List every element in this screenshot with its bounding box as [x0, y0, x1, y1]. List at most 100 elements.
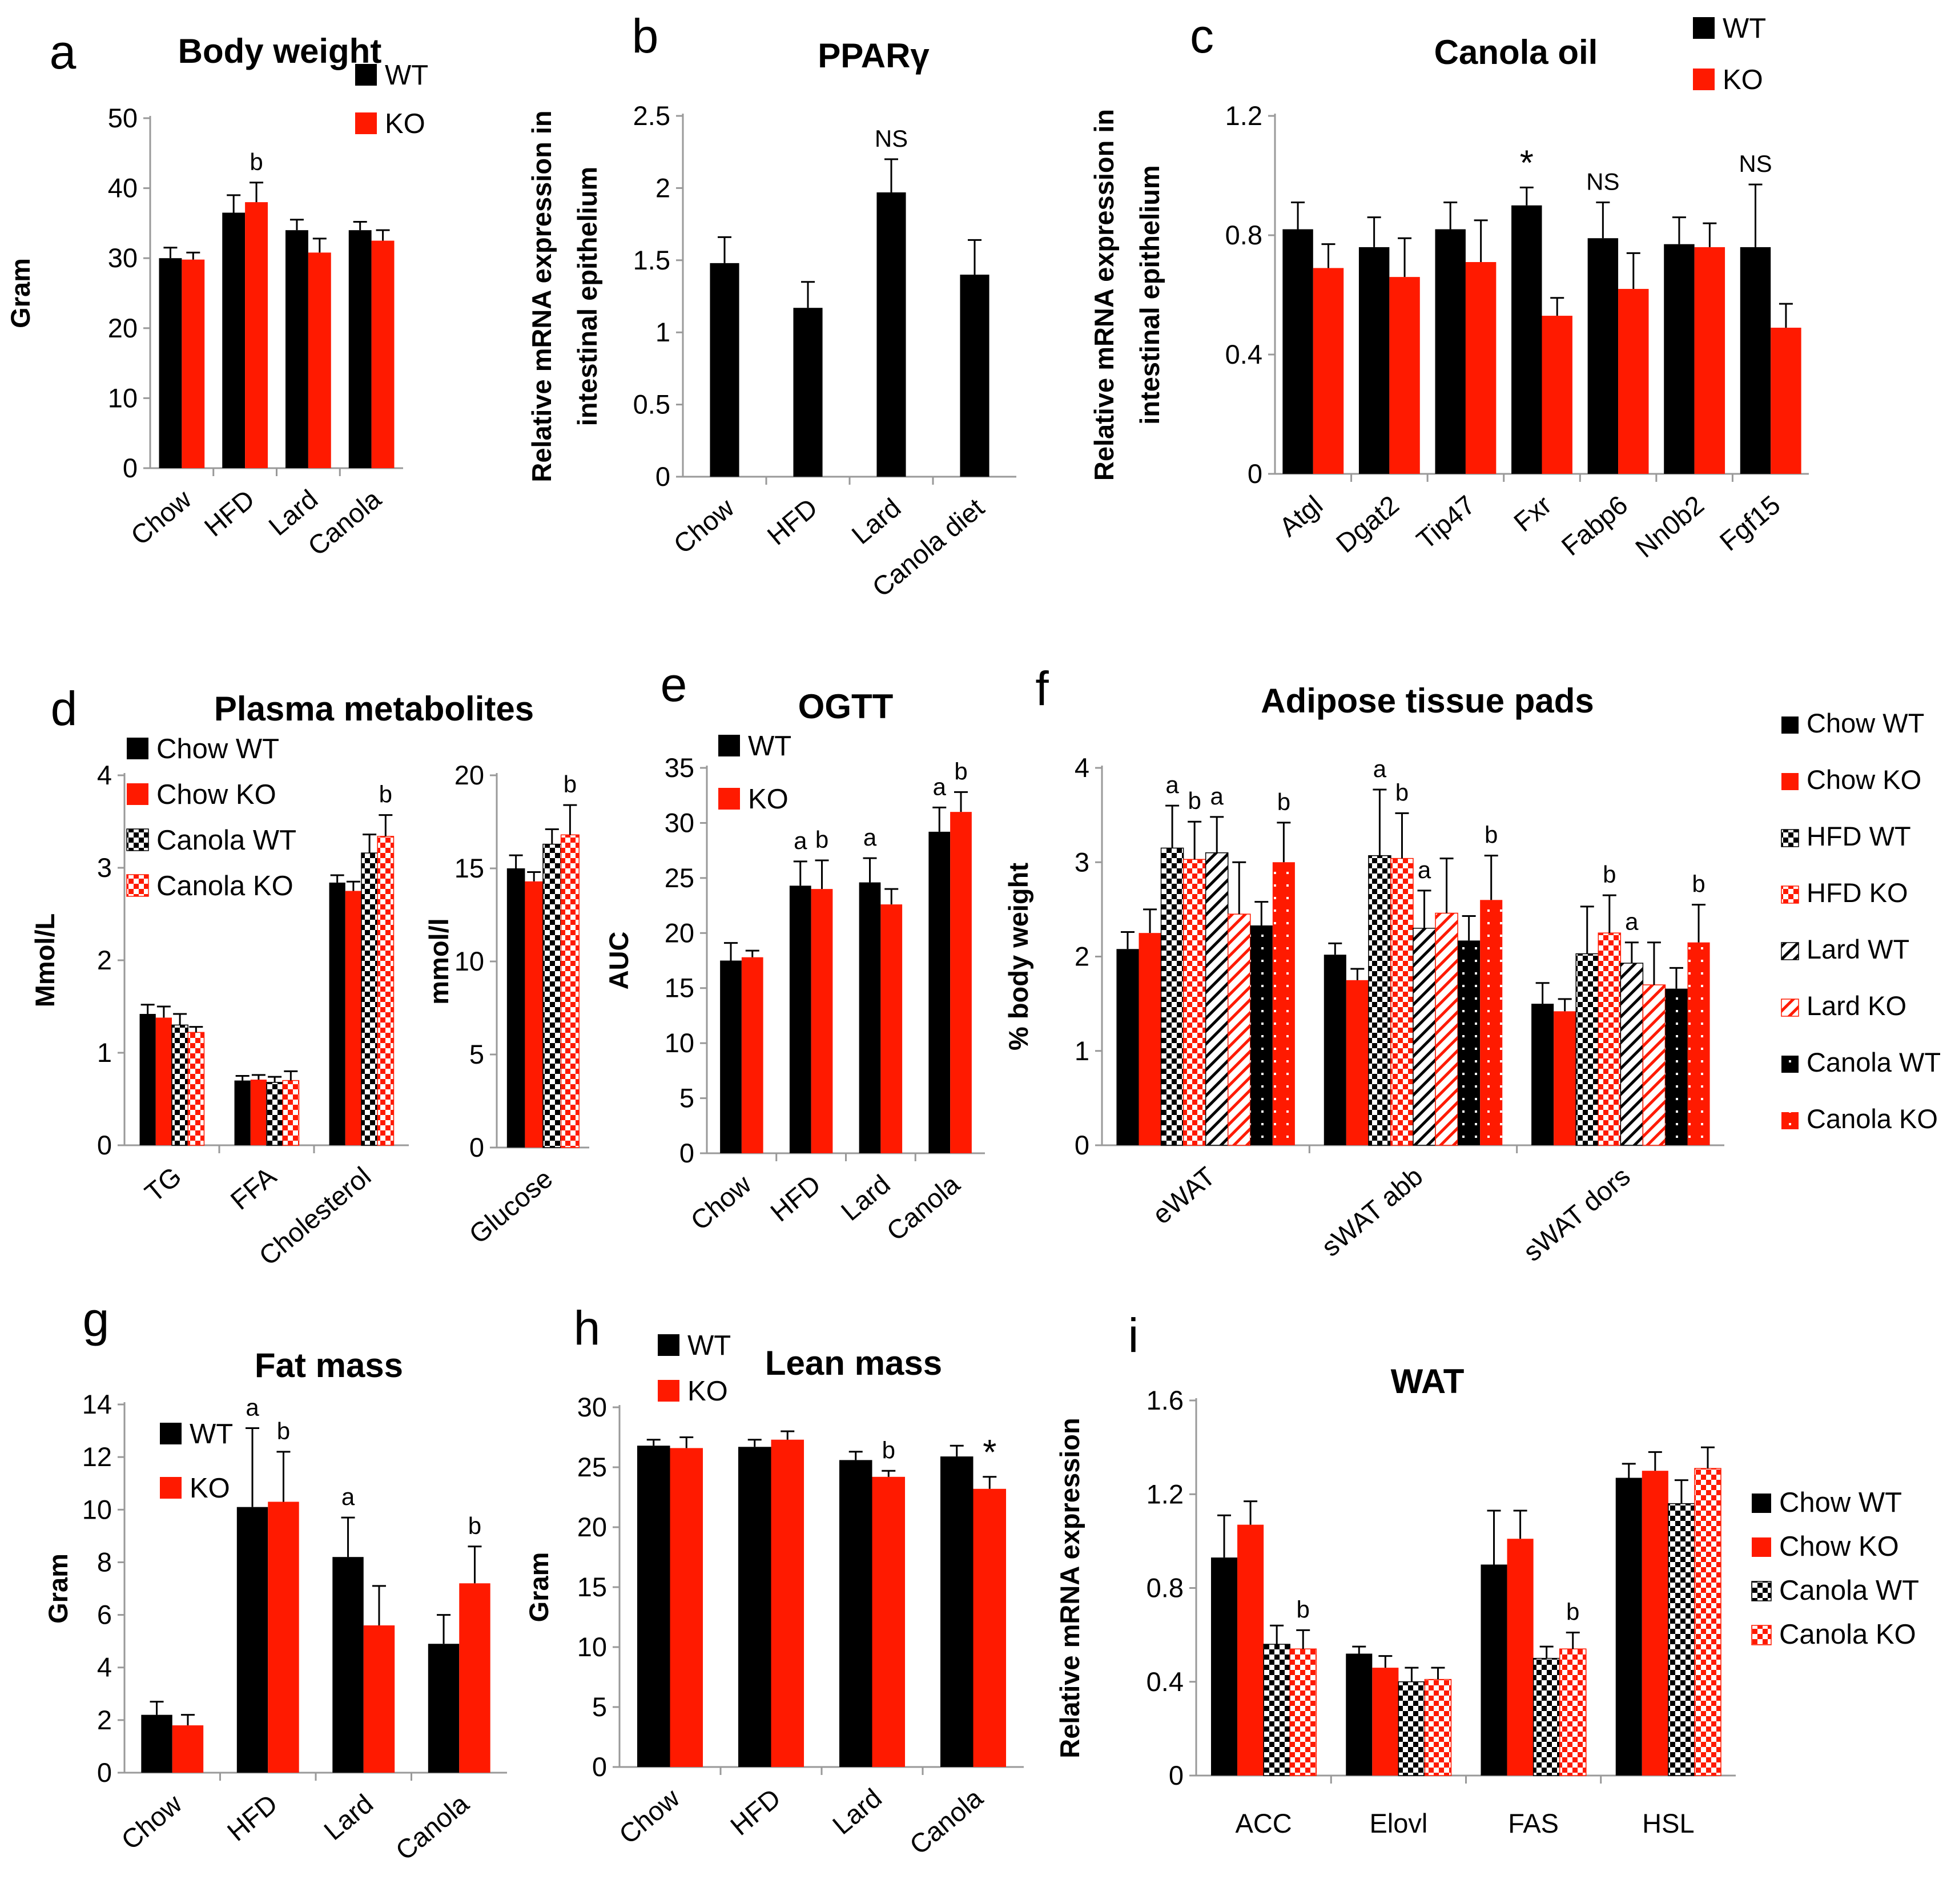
category-label: Tip47 [1411, 489, 1481, 555]
bar [542, 843, 562, 1148]
legend-label: KO [385, 108, 425, 139]
bar [1227, 913, 1251, 1146]
panel-label: d [51, 682, 78, 735]
chart-title: Body weight [178, 32, 382, 70]
bar [1237, 1524, 1264, 1776]
significance-label: NS [875, 125, 908, 152]
legend-label: Chow KO [1779, 1531, 1899, 1562]
bar [1390, 858, 1414, 1146]
bar [1507, 1539, 1534, 1776]
legend-swatch [126, 828, 149, 851]
y-tick-label: 50 [108, 103, 138, 133]
y-tick-label: 0.8 [1147, 1573, 1184, 1603]
y-tick-label: 10 [454, 946, 484, 976]
legend-swatch [1781, 999, 1799, 1017]
bar [710, 263, 739, 477]
significance-label: a [933, 773, 947, 800]
panel-label: c [1190, 9, 1214, 63]
y-tick-label: 1 [97, 1037, 112, 1068]
bar [1372, 1668, 1399, 1776]
significance-label: a [246, 1394, 259, 1420]
bar [839, 1460, 872, 1767]
chart-title: PPARγ [818, 37, 930, 75]
legend: WT KO [658, 1330, 731, 1407]
legend-swatch [718, 735, 740, 756]
y-tick-label: 40 [108, 173, 138, 203]
chart-title: Canola oil [1434, 33, 1598, 71]
legend-swatch [1781, 716, 1799, 734]
bar [1740, 247, 1771, 474]
y-tick-label: 2 [1075, 941, 1089, 972]
bar [789, 885, 811, 1153]
bar [172, 1725, 204, 1773]
category-label: Canola [390, 1788, 475, 1866]
category-label: Chow [667, 492, 740, 559]
y-tick-label: 25 [577, 1452, 607, 1482]
y-tick-label: 0.8 [1225, 220, 1262, 250]
bar [1618, 289, 1649, 474]
significance-label: * [1520, 143, 1534, 183]
category-label: Chow [685, 1168, 757, 1236]
panel-label: g [83, 1293, 110, 1346]
bar [308, 252, 331, 468]
bar [1642, 1471, 1668, 1776]
bar [1665, 988, 1688, 1145]
bar [332, 1557, 364, 1773]
category-label: FAS [1508, 1808, 1559, 1838]
y-axis-label: mmol/l [424, 918, 454, 1004]
bar [880, 904, 903, 1153]
significance-label: b [1485, 822, 1498, 848]
legend-label: Chow KO [1807, 764, 1921, 795]
bar [1160, 847, 1184, 1146]
bar [1664, 244, 1695, 474]
bar [1575, 953, 1599, 1146]
y-tick-label: 4 [1075, 752, 1089, 783]
significance-label: a [1625, 908, 1639, 935]
y-tick-label: 0 [592, 1752, 607, 1782]
legend-label: KO [190, 1473, 230, 1504]
legend-label: HFD KO [1807, 877, 1908, 908]
bar [139, 1013, 156, 1145]
legend-label: KO [748, 784, 789, 815]
bar [1182, 859, 1206, 1146]
bar [361, 852, 378, 1146]
y-tick-label: 0 [1075, 1130, 1089, 1160]
y-tick-label: 3 [1075, 847, 1089, 877]
legend: WT KO [355, 60, 428, 139]
category-label: FFA [224, 1161, 282, 1215]
y-tick-label: 30 [108, 243, 138, 273]
bar [973, 1488, 1007, 1767]
y-axis-label: AUC [604, 932, 634, 990]
y-tick-label: 2.5 [633, 100, 670, 131]
y-tick-label: 1.6 [1147, 1385, 1184, 1415]
chart-title: OGTT [798, 687, 894, 726]
category-label: Canola [302, 484, 387, 562]
bar [1642, 984, 1666, 1146]
bar [1263, 1644, 1290, 1776]
category-label: TG [139, 1161, 187, 1208]
bar [1289, 1648, 1317, 1776]
bar [377, 836, 395, 1146]
bar [345, 891, 361, 1145]
category-label: Chow [115, 1788, 188, 1855]
bar [1694, 247, 1725, 474]
bar [1205, 852, 1229, 1146]
category-label: Lard [846, 492, 906, 550]
legend-label: Canola KO [156, 871, 293, 901]
y-tick-label: 14 [82, 1389, 112, 1419]
category-label: HFD [761, 492, 823, 551]
y-axis-label: Mmol/L [30, 913, 60, 1007]
bar [1559, 1648, 1587, 1776]
significance-label: b [379, 781, 392, 808]
bar [950, 812, 972, 1153]
panel-label: i [1128, 1309, 1139, 1362]
legend-label: Canola WT [1807, 1047, 1941, 1077]
bar [329, 882, 345, 1145]
y-tick-label: 1.5 [633, 245, 670, 275]
bar [738, 1447, 771, 1767]
bar [155, 1017, 172, 1145]
chart-title: Fat mass [255, 1346, 403, 1384]
significance-label: b [564, 771, 577, 798]
